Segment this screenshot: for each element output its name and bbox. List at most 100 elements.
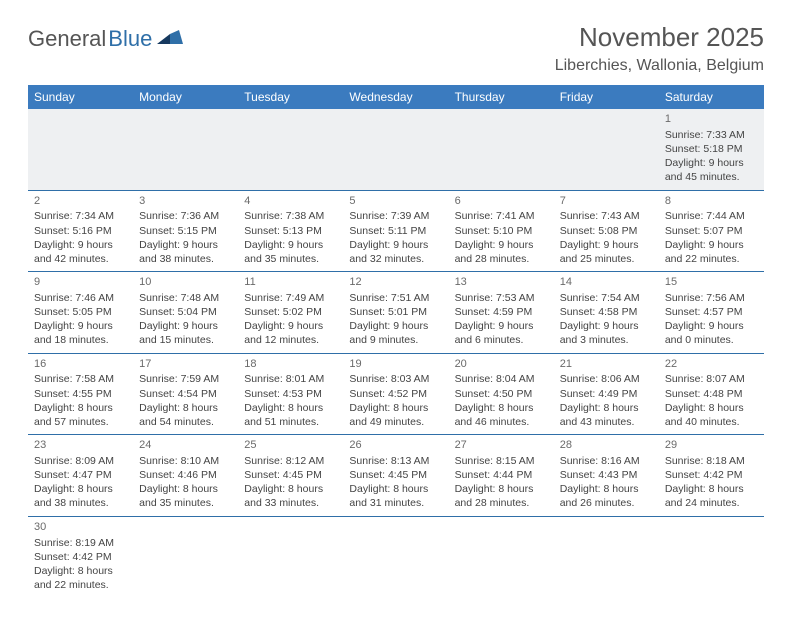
daylight-line: Daylight: 8 hours and 57 minutes.: [34, 401, 127, 429]
sunset-line: Sunset: 4:46 PM: [139, 468, 232, 482]
day-number: 27: [455, 438, 548, 453]
sunrise-line: Sunrise: 7:48 AM: [139, 291, 232, 305]
calendar-cell: 17Sunrise: 7:59 AMSunset: 4:54 PMDayligh…: [133, 353, 238, 435]
calendar-cell: 9Sunrise: 7:46 AMSunset: 5:05 PMDaylight…: [28, 272, 133, 354]
sunset-line: Sunset: 5:01 PM: [349, 305, 442, 319]
sunrise-line: Sunrise: 7:36 AM: [139, 209, 232, 223]
day-number: 16: [34, 357, 127, 372]
day-header: Friday: [554, 85, 659, 109]
sunset-line: Sunset: 4:53 PM: [244, 387, 337, 401]
day-number: 26: [349, 438, 442, 453]
day-number: 9: [34, 275, 127, 290]
sunset-line: Sunset: 4:50 PM: [455, 387, 548, 401]
day-number: 17: [139, 357, 232, 372]
sunrise-line: Sunrise: 7:53 AM: [455, 291, 548, 305]
calendar-cell: 11Sunrise: 7:49 AMSunset: 5:02 PMDayligh…: [238, 272, 343, 354]
day-header: Thursday: [449, 85, 554, 109]
day-number: 18: [244, 357, 337, 372]
daylight-line: Daylight: 8 hours and 43 minutes.: [560, 401, 653, 429]
calendar-cell: 4Sunrise: 7:38 AMSunset: 5:13 PMDaylight…: [238, 190, 343, 272]
sunrise-line: Sunrise: 7:43 AM: [560, 209, 653, 223]
day-number: 28: [560, 438, 653, 453]
sunset-line: Sunset: 4:42 PM: [665, 468, 758, 482]
day-number: 10: [139, 275, 232, 290]
calendar-cell: [343, 516, 448, 597]
sunset-line: Sunset: 5:08 PM: [560, 224, 653, 238]
logo: GeneralBlue: [28, 26, 183, 52]
day-number: 22: [665, 357, 758, 372]
calendar-cell: [238, 516, 343, 597]
sunrise-line: Sunrise: 7:49 AM: [244, 291, 337, 305]
daylight-line: Daylight: 8 hours and 26 minutes.: [560, 482, 653, 510]
calendar-cell: [133, 109, 238, 190]
calendar-cell: 16Sunrise: 7:58 AMSunset: 4:55 PMDayligh…: [28, 353, 133, 435]
daylight-line: Daylight: 9 hours and 3 minutes.: [560, 319, 653, 347]
daylight-line: Daylight: 8 hours and 35 minutes.: [139, 482, 232, 510]
daylight-line: Daylight: 9 hours and 12 minutes.: [244, 319, 337, 347]
calendar-cell: 26Sunrise: 8:13 AMSunset: 4:45 PMDayligh…: [343, 435, 448, 517]
calendar-cell: [133, 516, 238, 597]
sunrise-line: Sunrise: 8:18 AM: [665, 454, 758, 468]
sunset-line: Sunset: 4:48 PM: [665, 387, 758, 401]
sunrise-line: Sunrise: 7:38 AM: [244, 209, 337, 223]
day-number: 4: [244, 194, 337, 209]
calendar-cell: [238, 109, 343, 190]
daylight-line: Daylight: 9 hours and 18 minutes.: [34, 319, 127, 347]
daylight-line: Daylight: 9 hours and 45 minutes.: [665, 156, 758, 184]
daylight-line: Daylight: 9 hours and 42 minutes.: [34, 238, 127, 266]
month-title: November 2025: [555, 22, 764, 53]
day-number: 1: [665, 112, 758, 127]
calendar-cell: 15Sunrise: 7:56 AMSunset: 4:57 PMDayligh…: [659, 272, 764, 354]
calendar-cell: 22Sunrise: 8:07 AMSunset: 4:48 PMDayligh…: [659, 353, 764, 435]
daylight-line: Daylight: 9 hours and 38 minutes.: [139, 238, 232, 266]
day-number: 11: [244, 275, 337, 290]
sunrise-line: Sunrise: 7:56 AM: [665, 291, 758, 305]
sunset-line: Sunset: 5:15 PM: [139, 224, 232, 238]
day-number: 24: [139, 438, 232, 453]
sunset-line: Sunset: 5:05 PM: [34, 305, 127, 319]
sunrise-line: Sunrise: 8:12 AM: [244, 454, 337, 468]
sunrise-line: Sunrise: 7:39 AM: [349, 209, 442, 223]
calendar-row: 23Sunrise: 8:09 AMSunset: 4:47 PMDayligh…: [28, 435, 764, 517]
day-number: 3: [139, 194, 232, 209]
sunset-line: Sunset: 4:58 PM: [560, 305, 653, 319]
day-number: 12: [349, 275, 442, 290]
daylight-line: Daylight: 9 hours and 35 minutes.: [244, 238, 337, 266]
calendar-cell: 23Sunrise: 8:09 AMSunset: 4:47 PMDayligh…: [28, 435, 133, 517]
sunset-line: Sunset: 5:18 PM: [665, 142, 758, 156]
sunrise-line: Sunrise: 7:46 AM: [34, 291, 127, 305]
day-number: 21: [560, 357, 653, 372]
sunset-line: Sunset: 4:55 PM: [34, 387, 127, 401]
sunrise-line: Sunrise: 7:44 AM: [665, 209, 758, 223]
calendar-cell: 18Sunrise: 8:01 AMSunset: 4:53 PMDayligh…: [238, 353, 343, 435]
calendar-cell: 29Sunrise: 8:18 AMSunset: 4:42 PMDayligh…: [659, 435, 764, 517]
sunrise-line: Sunrise: 8:09 AM: [34, 454, 127, 468]
sunset-line: Sunset: 4:49 PM: [560, 387, 653, 401]
daylight-line: Daylight: 9 hours and 0 minutes.: [665, 319, 758, 347]
calendar-cell: [449, 516, 554, 597]
sunrise-line: Sunrise: 8:07 AM: [665, 372, 758, 386]
calendar-cell: 2Sunrise: 7:34 AMSunset: 5:16 PMDaylight…: [28, 190, 133, 272]
daylight-line: Daylight: 9 hours and 6 minutes.: [455, 319, 548, 347]
day-number: 2: [34, 194, 127, 209]
sunrise-line: Sunrise: 8:15 AM: [455, 454, 548, 468]
sunrise-line: Sunrise: 8:06 AM: [560, 372, 653, 386]
sunrise-line: Sunrise: 7:41 AM: [455, 209, 548, 223]
sunrise-line: Sunrise: 7:51 AM: [349, 291, 442, 305]
calendar-cell: [343, 109, 448, 190]
daylight-line: Daylight: 9 hours and 15 minutes.: [139, 319, 232, 347]
day-number: 13: [455, 275, 548, 290]
sunset-line: Sunset: 4:45 PM: [349, 468, 442, 482]
calendar-cell: 6Sunrise: 7:41 AMSunset: 5:10 PMDaylight…: [449, 190, 554, 272]
calendar-cell: [554, 109, 659, 190]
calendar-cell: 25Sunrise: 8:12 AMSunset: 4:45 PMDayligh…: [238, 435, 343, 517]
sunset-line: Sunset: 4:45 PM: [244, 468, 337, 482]
sunrise-line: Sunrise: 7:33 AM: [665, 128, 758, 142]
sunset-line: Sunset: 4:57 PM: [665, 305, 758, 319]
calendar-cell: 1Sunrise: 7:33 AMSunset: 5:18 PMDaylight…: [659, 109, 764, 190]
location: Liberchies, Wallonia, Belgium: [555, 57, 764, 75]
sunrise-line: Sunrise: 8:03 AM: [349, 372, 442, 386]
daylight-line: Daylight: 8 hours and 51 minutes.: [244, 401, 337, 429]
sunset-line: Sunset: 5:10 PM: [455, 224, 548, 238]
day-header: Saturday: [659, 85, 764, 109]
